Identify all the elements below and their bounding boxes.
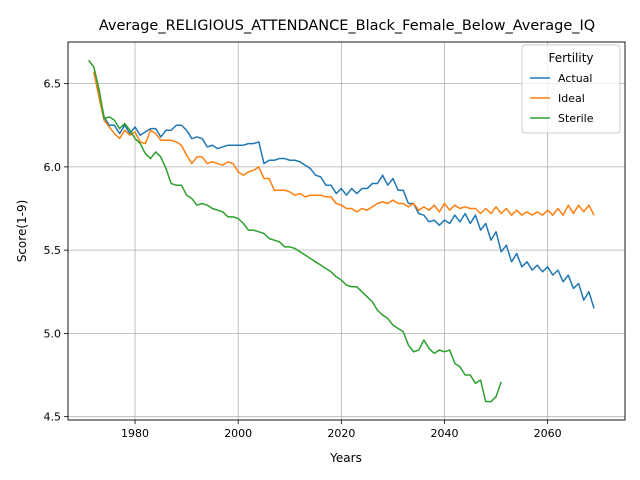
plot-frame <box>67 41 626 421</box>
legend-label-actual: Actual <box>558 72 592 85</box>
x-tick-label: 2020 <box>327 427 355 440</box>
legend: Fertility Actual Ideal Sterile <box>521 44 621 134</box>
x-tick-label: 1980 <box>121 427 149 440</box>
series-line-sterile <box>88 59 502 403</box>
y-tick-label: 6.0 <box>44 161 62 174</box>
series-line-actual <box>93 71 595 309</box>
legend-label-sterile: Sterile <box>558 112 594 125</box>
x-axis-ticks: 1980 2000 2020 2040 2060 <box>121 420 562 440</box>
y-tick-label: 5.0 <box>44 327 62 340</box>
x-tick-label: 2000 <box>224 427 252 440</box>
y-tick-label: 6.5 <box>44 78 62 91</box>
series-line-ideal <box>93 71 595 216</box>
series-layer <box>88 59 595 403</box>
legend-box <box>521 44 621 134</box>
y-tick-label: 5.5 <box>44 244 62 257</box>
x-axis-label: Years <box>329 451 362 465</box>
legend-entries: Actual Ideal Sterile <box>530 72 594 125</box>
chart-title: Average_RELIGIOUS_ATTENDANCE_Black_Femal… <box>99 18 595 34</box>
y-tick-label: 4.5 <box>44 411 62 424</box>
x-tick-label: 2060 <box>534 427 562 440</box>
y-axis-ticks: 4.5 5.0 5.5 6.0 6.5 <box>44 78 68 424</box>
x-tick-label: 2040 <box>430 427 458 440</box>
legend-title: Fertility <box>548 51 593 65</box>
y-axis-label: Score(1-9) <box>15 200 29 263</box>
legend-label-ideal: Ideal <box>558 92 585 105</box>
